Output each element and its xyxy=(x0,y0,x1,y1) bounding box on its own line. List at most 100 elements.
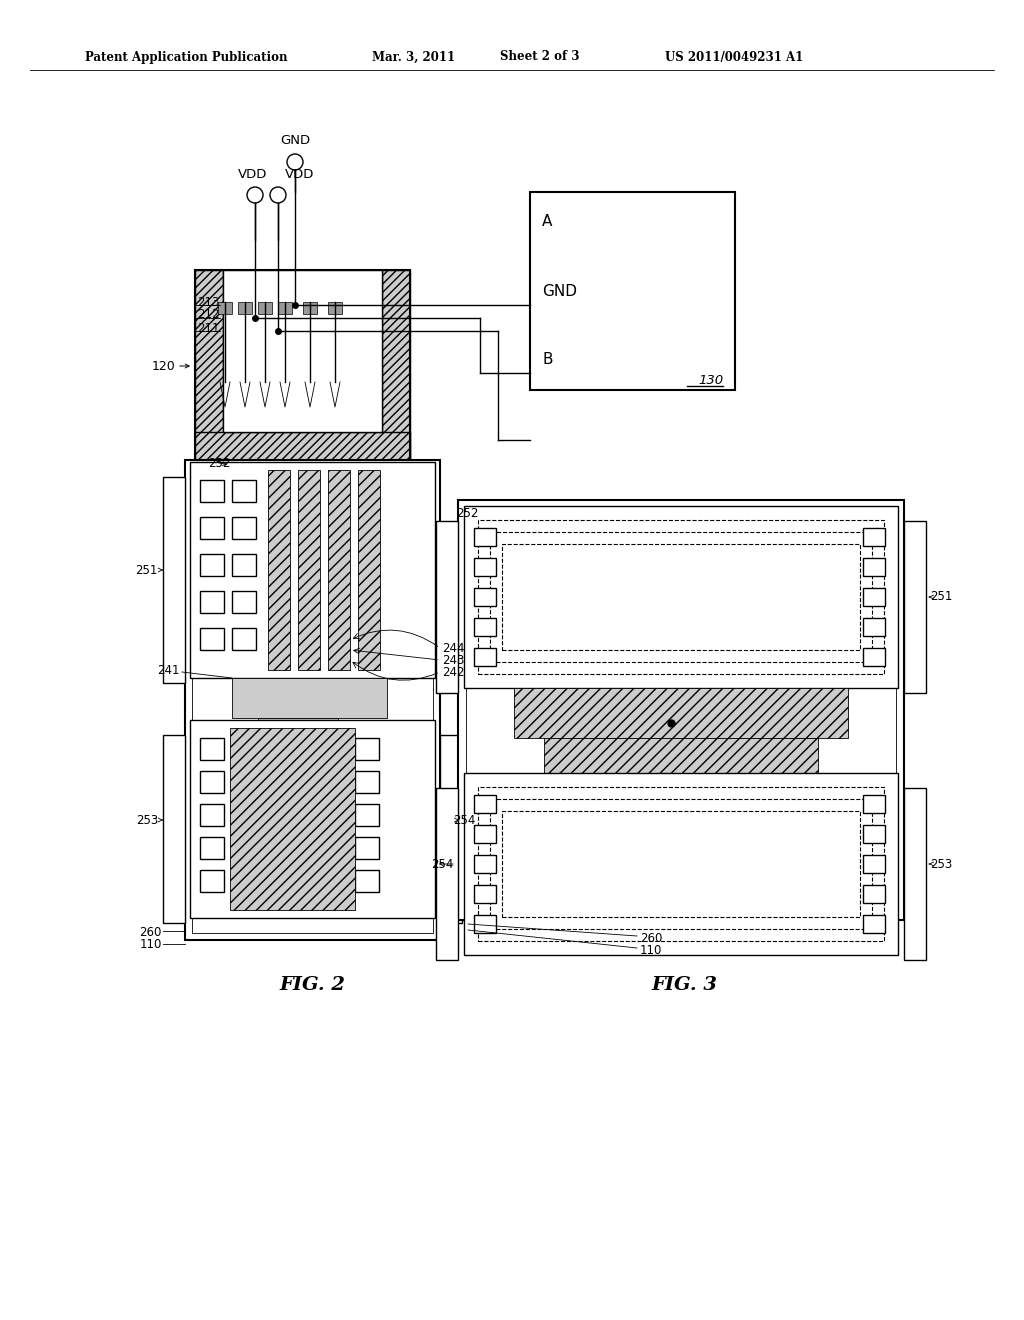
Bar xyxy=(478,520,884,675)
Bar xyxy=(474,795,496,813)
Circle shape xyxy=(287,154,303,170)
Bar xyxy=(232,517,256,539)
Bar xyxy=(328,302,342,314)
Text: GND: GND xyxy=(542,285,577,300)
Text: 110: 110 xyxy=(139,939,162,952)
Text: 242: 242 xyxy=(442,665,465,678)
Bar xyxy=(328,470,350,671)
Bar xyxy=(530,191,735,389)
Bar xyxy=(474,648,496,667)
Bar xyxy=(863,528,885,546)
Bar xyxy=(474,528,496,546)
Bar xyxy=(863,558,885,576)
Text: VDD: VDD xyxy=(286,168,314,181)
Bar xyxy=(863,648,885,667)
Bar xyxy=(502,544,860,649)
Bar xyxy=(474,825,496,843)
Bar xyxy=(232,678,387,718)
Bar xyxy=(190,462,435,678)
Text: Sheet 2 of 3: Sheet 2 of 3 xyxy=(500,50,580,63)
Bar xyxy=(232,480,256,502)
Circle shape xyxy=(270,187,286,203)
Bar xyxy=(193,467,433,933)
Bar xyxy=(185,459,440,940)
Bar xyxy=(230,729,355,909)
Bar xyxy=(200,480,224,502)
Bar xyxy=(232,591,256,612)
Bar xyxy=(863,795,885,813)
Bar xyxy=(490,532,872,663)
Bar xyxy=(358,470,380,671)
Text: 212: 212 xyxy=(197,309,219,322)
Bar xyxy=(298,470,319,671)
Text: 244: 244 xyxy=(442,642,465,655)
Bar xyxy=(464,506,898,688)
Text: 254: 254 xyxy=(432,858,454,870)
Bar xyxy=(200,554,224,576)
Text: 260: 260 xyxy=(640,932,663,945)
Bar xyxy=(232,554,256,576)
Text: FIG. 2: FIG. 2 xyxy=(279,975,345,994)
Bar xyxy=(382,271,410,462)
Text: US 2011/0049231 A1: US 2011/0049231 A1 xyxy=(665,50,803,63)
Bar xyxy=(238,302,252,314)
Bar xyxy=(514,688,848,738)
Bar xyxy=(355,870,379,892)
Bar xyxy=(258,302,272,314)
Bar xyxy=(232,628,256,649)
Bar xyxy=(200,804,224,826)
Bar xyxy=(904,521,926,693)
Text: 211: 211 xyxy=(197,322,219,334)
Bar xyxy=(195,271,223,462)
Text: 253: 253 xyxy=(136,813,158,826)
Bar xyxy=(440,735,462,923)
Bar xyxy=(474,618,496,636)
Bar xyxy=(474,558,496,576)
Bar xyxy=(863,587,885,606)
Bar xyxy=(474,855,496,873)
Bar xyxy=(200,628,224,649)
Bar xyxy=(474,587,496,606)
Bar xyxy=(200,591,224,612)
Text: VDD: VDD xyxy=(239,168,267,181)
Text: 241: 241 xyxy=(158,664,180,676)
Text: GND: GND xyxy=(280,133,310,147)
Bar xyxy=(474,915,496,933)
Circle shape xyxy=(247,187,263,203)
Bar xyxy=(355,771,379,793)
Bar xyxy=(355,837,379,859)
Text: Mar. 3, 2011: Mar. 3, 2011 xyxy=(372,50,455,63)
Bar xyxy=(863,915,885,933)
Bar xyxy=(863,884,885,903)
Text: 254: 254 xyxy=(453,813,475,826)
Bar xyxy=(355,804,379,826)
Bar xyxy=(163,735,185,923)
Bar xyxy=(436,788,458,960)
Bar xyxy=(502,810,860,917)
Bar xyxy=(436,521,458,693)
Text: 252: 252 xyxy=(456,507,478,520)
Bar xyxy=(190,719,435,917)
Bar xyxy=(490,799,872,929)
Text: FIG. 3: FIG. 3 xyxy=(651,975,717,994)
Text: 252: 252 xyxy=(208,457,230,470)
Text: 251: 251 xyxy=(930,590,952,603)
Bar xyxy=(478,787,884,941)
Text: 243: 243 xyxy=(442,653,464,667)
Bar xyxy=(200,517,224,539)
Bar xyxy=(163,477,185,682)
Text: 110: 110 xyxy=(640,944,663,957)
Bar xyxy=(200,771,224,793)
Bar xyxy=(195,271,410,462)
Bar xyxy=(200,870,224,892)
Bar xyxy=(466,508,896,912)
Bar xyxy=(268,470,290,671)
Bar xyxy=(218,302,232,314)
Bar xyxy=(258,718,338,758)
Text: 120: 120 xyxy=(152,359,175,372)
Text: 251: 251 xyxy=(135,564,158,577)
Bar xyxy=(863,618,885,636)
Bar xyxy=(474,884,496,903)
Bar xyxy=(904,788,926,960)
Bar xyxy=(355,738,379,760)
